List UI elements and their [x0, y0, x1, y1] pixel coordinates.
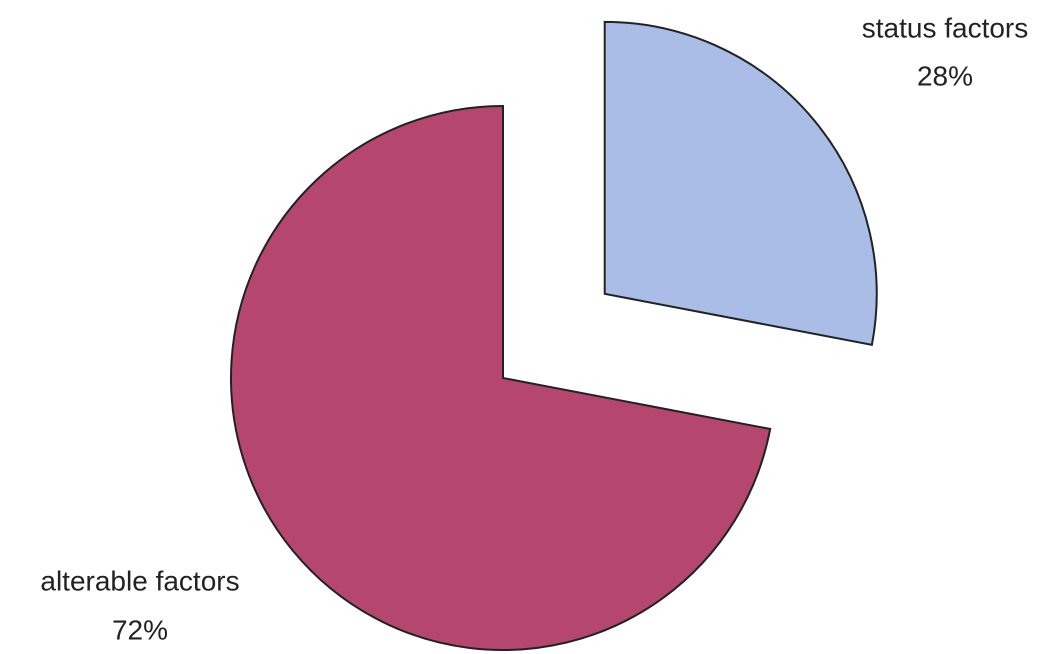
pie-slice [603, 20, 878, 346]
slice-value-label: 72% [112, 614, 168, 645]
slice-value-label: 28% [917, 60, 973, 91]
pie-slice [230, 104, 772, 651]
slice-label: alterable factors [40, 565, 239, 596]
slice-label: status factors [862, 12, 1029, 43]
